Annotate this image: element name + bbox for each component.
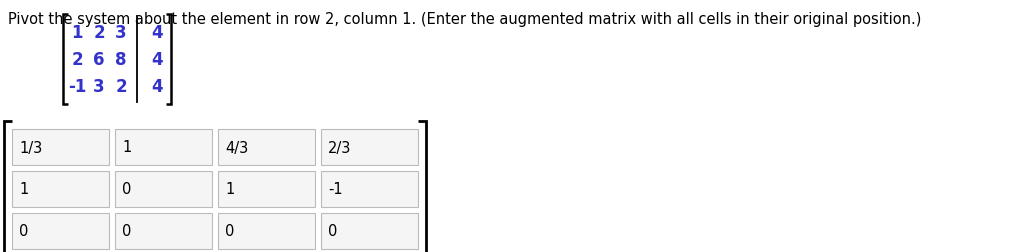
Text: 4/3: 4/3 [225, 140, 248, 155]
Text: Pivot the system about the element in row 2, column 1. (Enter the augmented matr: Pivot the system about the element in ro… [8, 12, 922, 27]
Text: -1: -1 [328, 182, 343, 197]
FancyBboxPatch shape [321, 171, 418, 207]
Text: 2: 2 [115, 78, 127, 96]
FancyBboxPatch shape [12, 213, 109, 249]
Text: 0: 0 [122, 182, 131, 197]
Text: -1: -1 [68, 78, 86, 96]
Text: 2: 2 [72, 51, 83, 69]
Text: 1/3: 1/3 [19, 140, 42, 155]
FancyBboxPatch shape [321, 213, 418, 249]
Text: 0: 0 [225, 224, 234, 239]
FancyBboxPatch shape [12, 171, 109, 207]
Text: 1: 1 [72, 24, 83, 42]
Text: 8: 8 [116, 51, 127, 69]
Text: 1: 1 [225, 182, 234, 197]
FancyBboxPatch shape [218, 130, 315, 165]
FancyBboxPatch shape [218, 171, 315, 207]
Text: 3: 3 [115, 24, 127, 42]
Text: 2: 2 [93, 24, 104, 42]
Text: 6: 6 [93, 51, 104, 69]
Text: 4: 4 [152, 51, 163, 69]
Text: 3: 3 [93, 78, 104, 96]
Text: 1: 1 [19, 182, 29, 197]
Text: 4: 4 [152, 24, 163, 42]
FancyBboxPatch shape [115, 130, 212, 165]
Text: 0: 0 [19, 224, 29, 239]
FancyBboxPatch shape [321, 130, 418, 165]
FancyBboxPatch shape [12, 130, 109, 165]
FancyBboxPatch shape [218, 213, 315, 249]
Text: 2/3: 2/3 [328, 140, 351, 155]
Text: 0: 0 [328, 224, 337, 239]
Text: 0: 0 [122, 224, 131, 239]
FancyBboxPatch shape [115, 171, 212, 207]
Text: 4: 4 [152, 78, 163, 96]
Text: 1: 1 [122, 140, 131, 155]
FancyBboxPatch shape [115, 213, 212, 249]
